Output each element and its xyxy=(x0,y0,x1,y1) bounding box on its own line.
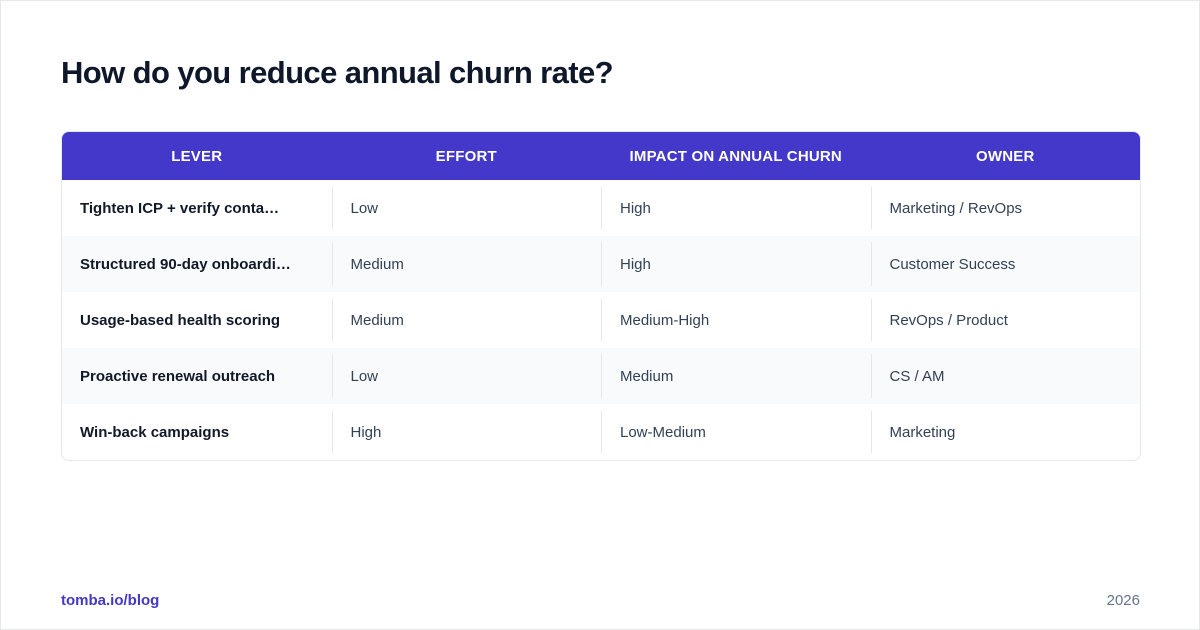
owner-cell: Marketing / RevOps xyxy=(870,186,1141,230)
effort-text: Medium xyxy=(350,311,404,329)
footer-year: 2026 xyxy=(1106,592,1140,609)
owner-text: RevOps / Product xyxy=(889,311,1008,329)
page-title: How do you reduce annual churn rate? xyxy=(61,55,614,90)
effort-cell: High xyxy=(331,410,602,454)
impact-cell: High xyxy=(601,186,871,230)
table-row: Tighten ICP + verify conta… Low High Mar… xyxy=(62,180,1140,236)
column-header-lever: LEVER xyxy=(171,147,223,165)
impact-text: Medium xyxy=(620,367,674,385)
impact-cell: Low-Medium xyxy=(601,410,871,454)
impact-cell: Medium xyxy=(601,354,871,398)
owner-cell: Marketing xyxy=(870,410,1141,454)
effort-text: Medium xyxy=(350,255,404,273)
table-row: Proactive renewal outreach Low Medium CS… xyxy=(62,348,1140,404)
column-header-impact: IMPACT ON ANNUAL CHURN xyxy=(629,147,842,165)
column-header-owner: OWNER xyxy=(976,147,1035,165)
churn-levers-table: LEVER EFFORT IMPACT ON ANNUAL CHURN OWNE… xyxy=(61,131,1141,461)
table-row: Structured 90-day onboardi… Medium High … xyxy=(62,236,1140,292)
lever-cell: Win-back campaigns xyxy=(62,410,332,454)
owner-cell: RevOps / Product xyxy=(870,298,1141,342)
blog-link[interactable]: tomba.io/blog xyxy=(61,592,160,609)
lever-text: Tighten ICP + verify conta… xyxy=(80,199,280,217)
impact-text: Low-Medium xyxy=(620,423,706,441)
effort-text: Low xyxy=(350,367,379,385)
lever-cell: Usage-based health scoring xyxy=(62,298,332,342)
lever-text: Win-back campaigns xyxy=(80,423,230,441)
column-header-effort: EFFORT xyxy=(435,147,497,165)
impact-cell: Medium-High xyxy=(601,298,871,342)
lever-text: Proactive renewal outreach xyxy=(80,367,276,385)
table-row: Win-back campaigns High Low-Medium Marke… xyxy=(62,404,1140,460)
effort-cell: Low xyxy=(331,354,602,398)
impact-text: High xyxy=(620,255,651,273)
lever-text: Structured 90-day onboardi… xyxy=(80,255,291,273)
effort-text: Low xyxy=(350,199,379,217)
owner-text: Marketing / RevOps xyxy=(889,199,1023,217)
lever-cell: Tighten ICP + verify conta… xyxy=(62,186,332,230)
lever-cell: Proactive renewal outreach xyxy=(62,354,332,398)
impact-cell: High xyxy=(601,242,871,286)
owner-cell: CS / AM xyxy=(870,354,1141,398)
lever-text: Usage-based health scoring xyxy=(80,311,281,329)
lever-cell: Structured 90-day onboardi… xyxy=(62,242,332,286)
owner-text: CS / AM xyxy=(889,367,945,385)
effort-text: High xyxy=(350,423,382,441)
effort-cell: Low xyxy=(331,186,602,230)
owner-cell: Customer Success xyxy=(870,242,1141,286)
effort-cell: Medium xyxy=(331,298,602,342)
impact-text: High xyxy=(620,199,651,217)
owner-text: Marketing xyxy=(889,423,956,441)
owner-text: Customer Success xyxy=(889,255,1016,273)
effort-cell: Medium xyxy=(331,242,602,286)
table-header: LEVER EFFORT IMPACT ON ANNUAL CHURN OWNE… xyxy=(62,132,1140,180)
impact-text: Medium-High xyxy=(620,311,710,329)
table-row: Usage-based health scoring Medium Medium… xyxy=(62,292,1140,348)
